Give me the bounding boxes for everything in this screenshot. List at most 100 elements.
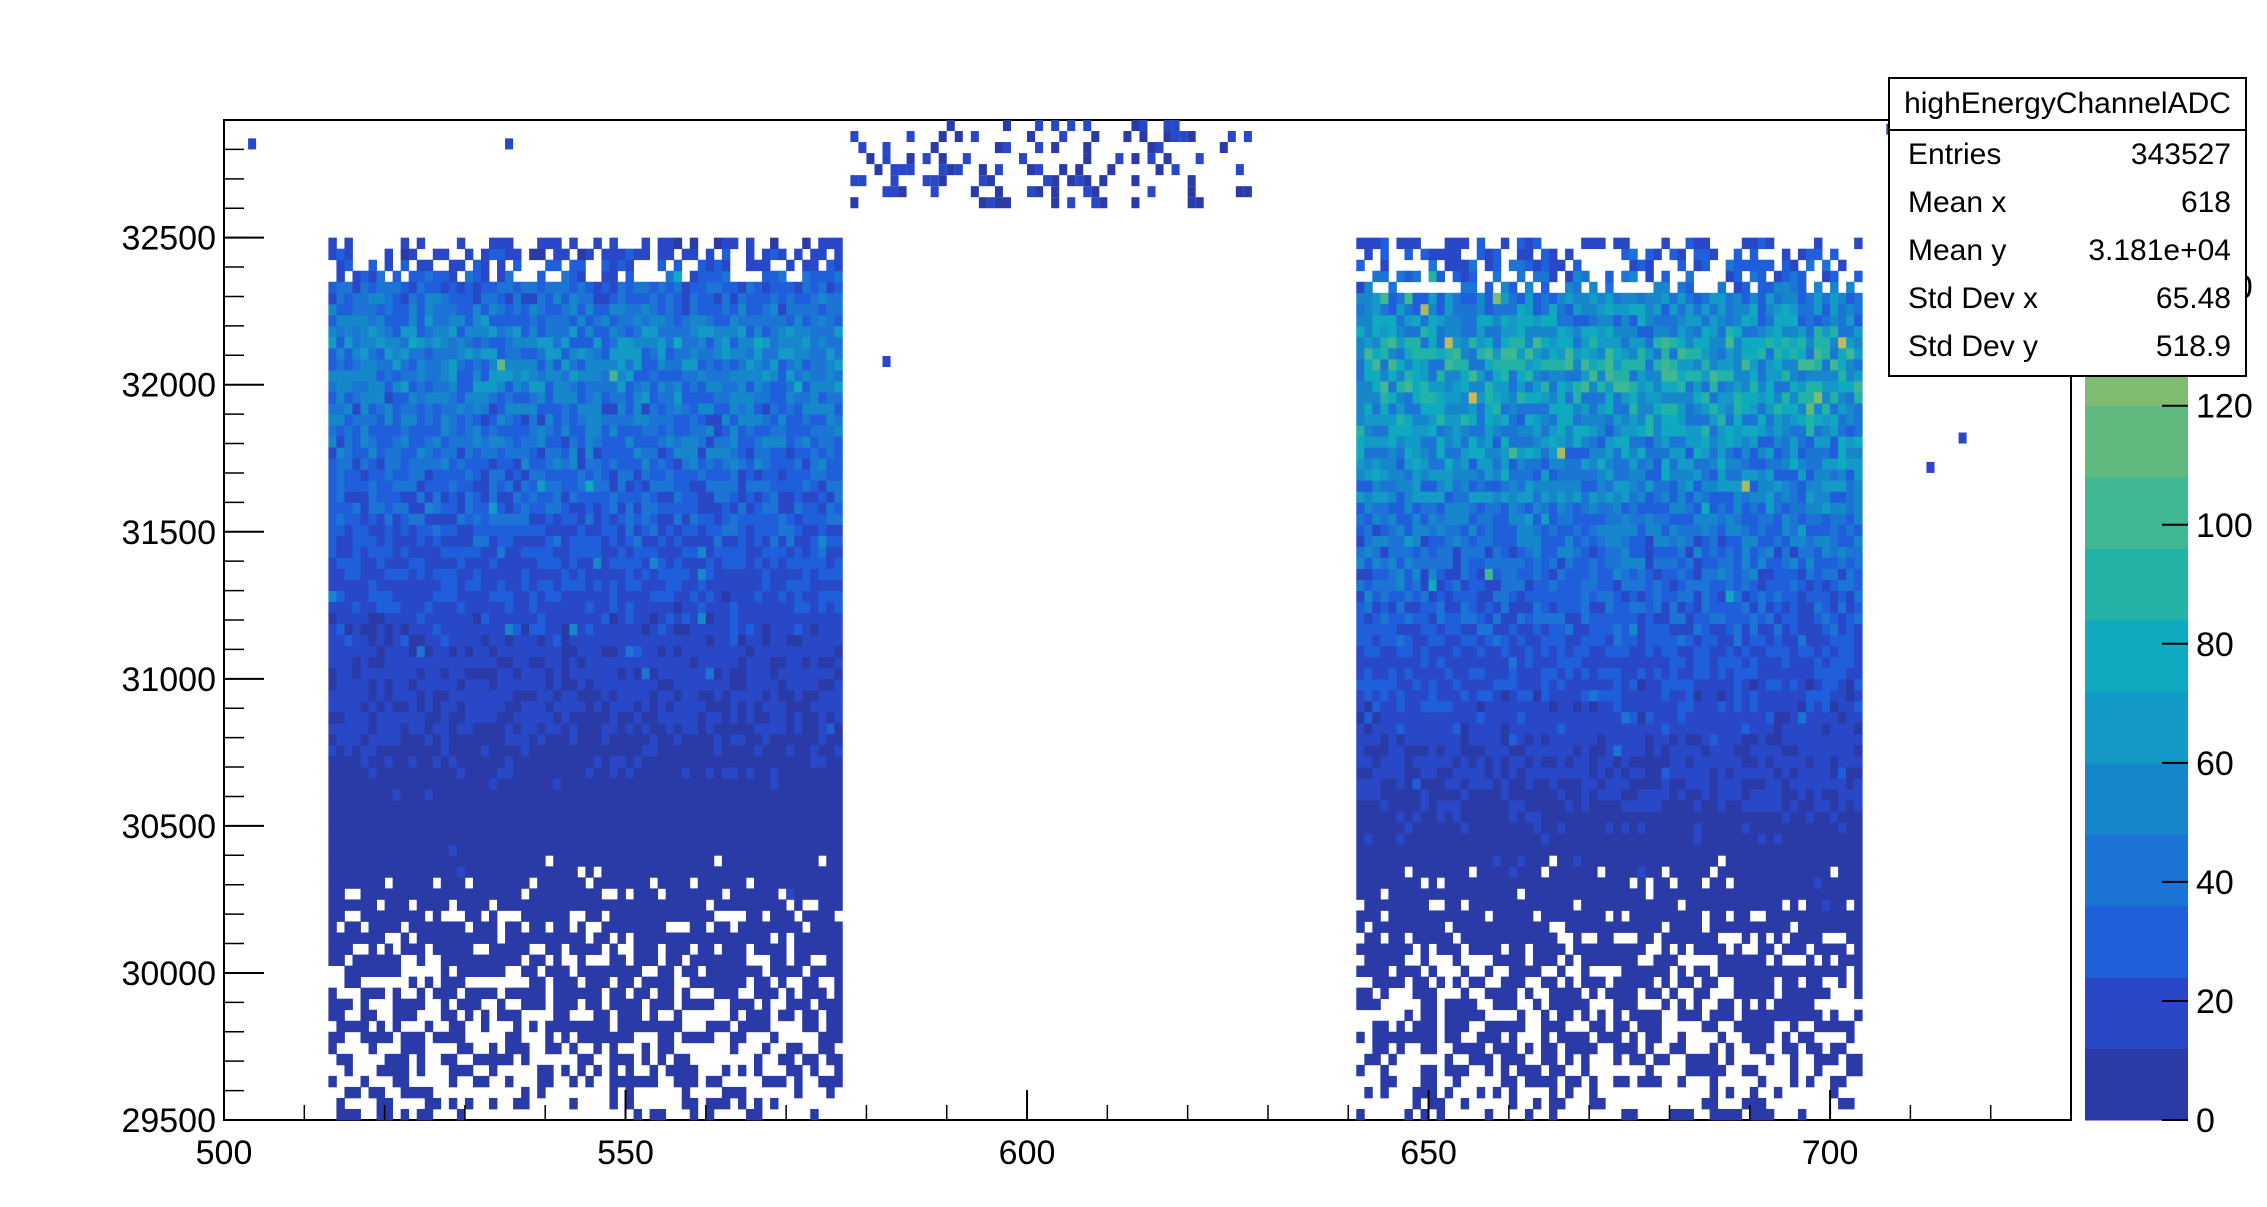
heatmap-cell [745, 281, 755, 294]
heatmap-cell [818, 656, 827, 669]
heatmap-cell [617, 480, 626, 492]
heatmap-cell [1364, 237, 1373, 250]
heatmap-cell [537, 590, 546, 603]
heatmap-cell [593, 370, 602, 382]
heatmap-cell [729, 601, 739, 614]
heatmap-cell [1388, 1053, 1397, 1066]
heatmap-cell [400, 932, 410, 944]
heatmap-cell [794, 314, 803, 327]
heatmap-cell [657, 745, 667, 757]
heatmap-cell [705, 1075, 715, 1088]
heatmap-cell [480, 1075, 490, 1088]
heatmap-cell [625, 833, 634, 845]
heatmap-cell [585, 1031, 594, 1044]
heatmap-cell [328, 954, 337, 966]
heatmap-cell [392, 700, 402, 713]
heatmap-cell [609, 899, 618, 911]
heatmap-cell [545, 778, 554, 790]
heatmap-cell [786, 800, 795, 812]
heatmap-cell [352, 579, 361, 591]
heatmap-cell [416, 855, 426, 867]
heatmap-cell [729, 722, 739, 735]
heatmap-cell [1396, 833, 1405, 845]
heatmap-cell [561, 844, 570, 856]
heatmap-cell [440, 833, 450, 845]
heatmap-cell [456, 370, 466, 382]
heatmap-cell [352, 347, 361, 360]
heatmap-cell [1372, 513, 1381, 525]
heatmap-cell [609, 303, 618, 316]
heatmap-cell [689, 347, 699, 360]
heatmap-cell [480, 987, 490, 1000]
heatmap-cell [336, 601, 345, 614]
heatmap-cell [826, 921, 835, 933]
heatmap-cell [689, 414, 699, 426]
heatmap-cell [360, 700, 369, 713]
heatmap-cell [802, 314, 811, 327]
heatmap-cell [1412, 844, 1421, 856]
heatmap-cell [745, 789, 755, 801]
heatmap-cell [673, 436, 683, 448]
heatmap-cell [585, 480, 594, 492]
heatmap-cell [328, 689, 337, 702]
heatmap-cell [593, 381, 602, 393]
heatmap-cell [336, 524, 345, 536]
heatmap-cell [577, 667, 586, 680]
heatmap-cell [778, 579, 787, 591]
heatmap-cell [336, 656, 345, 669]
heatmap-cell [537, 899, 546, 911]
heatmap-cell [440, 800, 450, 812]
heatmap-cell [505, 645, 514, 658]
heatmap-cell [617, 910, 626, 922]
heatmap-cell [617, 998, 626, 1011]
heatmap-cell [754, 436, 763, 448]
heatmap-cell [545, 336, 554, 349]
heatmap-cell [625, 270, 634, 283]
heatmap-cell [336, 270, 345, 283]
heatmap-cell [1380, 314, 1389, 327]
heatmap-cell [601, 601, 610, 614]
heatmap-cell [1396, 336, 1405, 349]
heatmap-cell [625, 447, 634, 459]
heatmap-cell [762, 855, 771, 867]
heatmap-cell [609, 722, 618, 735]
heatmap-cell [521, 998, 530, 1011]
heatmap-cell [368, 1009, 377, 1022]
heatmap-cell [521, 689, 530, 702]
heatmap-cell [328, 789, 337, 801]
heatmap-cell [1396, 910, 1405, 922]
heatmap-cell [601, 579, 610, 591]
heatmap-cell [1412, 910, 1421, 922]
heatmap-cell [802, 987, 811, 1000]
heatmap-cell [585, 513, 594, 525]
heatmap-cell [1412, 877, 1421, 889]
heatmap-cell [456, 998, 466, 1011]
heatmap-cell [762, 998, 771, 1011]
heatmap-cell [762, 1009, 771, 1022]
heatmap-cell [778, 1009, 787, 1022]
heatmap-cell [368, 259, 377, 272]
heatmap-cell [513, 877, 522, 889]
heatmap-cell [1388, 469, 1397, 481]
heatmap-cell [561, 866, 570, 878]
heatmap-cell [392, 745, 402, 757]
heatmap-cell [416, 414, 426, 426]
heatmap-cell [1356, 535, 1365, 547]
heatmap-cell [480, 921, 490, 933]
heatmap-cell [737, 700, 747, 713]
heatmap-cell [834, 1020, 843, 1033]
heatmap-cell [697, 458, 707, 470]
heatmap-cell [649, 590, 659, 603]
heatmap-cell [497, 634, 506, 647]
heatmap-cell [336, 314, 345, 327]
heatmap-cell [1364, 689, 1373, 702]
heatmap-cell [376, 336, 386, 349]
heatmap-cell [689, 436, 699, 448]
heatmap-cell [464, 700, 474, 713]
heatmap-cell [480, 403, 490, 415]
heatmap-cell [1380, 921, 1389, 933]
heatmap-cell [786, 535, 795, 547]
heatmap-cell [416, 844, 426, 856]
heatmap-cell [545, 568, 554, 580]
heatmap-cell [1364, 513, 1373, 525]
